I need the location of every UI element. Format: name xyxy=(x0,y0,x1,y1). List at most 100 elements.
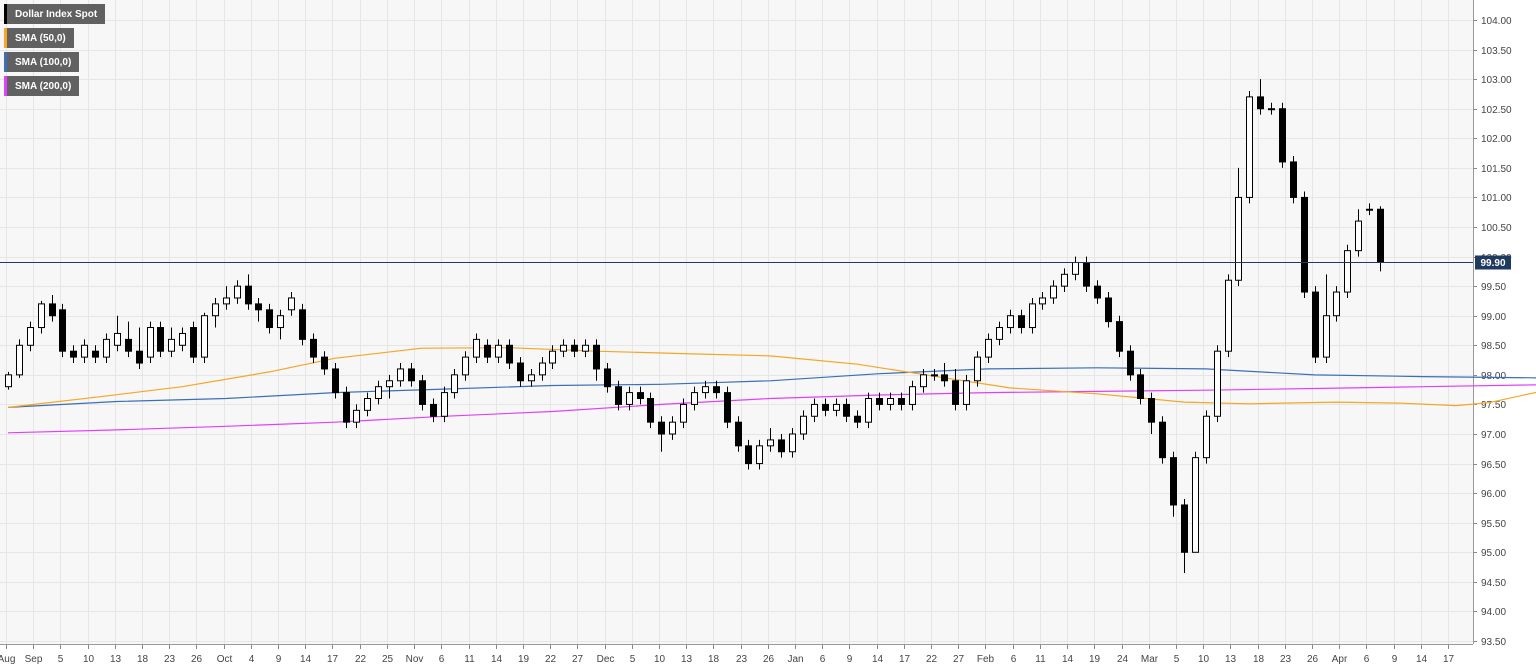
candle xyxy=(647,392,654,429)
candle-body xyxy=(691,392,698,405)
candle xyxy=(691,386,698,411)
candle-body xyxy=(1116,321,1123,352)
candle xyxy=(1181,499,1188,573)
candle-body xyxy=(1268,108,1275,111)
candle xyxy=(343,386,350,429)
candle xyxy=(560,339,567,358)
legend-item-sma-200[interactable]: SMA (200,0) xyxy=(4,76,80,96)
candle-body xyxy=(92,350,99,358)
candle-body xyxy=(473,338,480,358)
candle-body xyxy=(833,403,840,411)
x-tick-label: 9 xyxy=(276,654,282,665)
candle xyxy=(549,345,556,369)
x-tick-label: Aug xyxy=(0,654,15,665)
y-tick-label: 101.00 xyxy=(1481,193,1512,204)
candle-body xyxy=(506,344,513,364)
candle-body xyxy=(245,285,252,305)
candle xyxy=(1192,451,1199,553)
candle xyxy=(375,380,382,405)
x-tick-label: 10 xyxy=(83,654,95,665)
y-tick-label: 98.50 xyxy=(1481,341,1506,352)
candle-body xyxy=(974,356,981,382)
candle xyxy=(1127,345,1134,381)
candle-body xyxy=(1181,504,1188,553)
candle-body xyxy=(397,368,404,382)
candle xyxy=(321,351,328,375)
candle xyxy=(1312,286,1319,364)
candle xyxy=(1323,274,1330,364)
candle-body xyxy=(451,374,458,394)
candle-body xyxy=(255,303,262,311)
candle-body xyxy=(190,327,197,358)
candle xyxy=(1039,292,1046,310)
candle-body xyxy=(1159,421,1166,459)
candle xyxy=(1105,292,1112,328)
candle xyxy=(898,392,905,411)
candle-body xyxy=(5,374,12,388)
candle-body xyxy=(1279,108,1286,163)
candle xyxy=(234,280,241,304)
x-tick-label: 13 xyxy=(681,654,693,665)
x-tick-label: 10 xyxy=(1198,654,1210,665)
candle xyxy=(179,327,186,352)
candle-body xyxy=(1366,208,1373,211)
candle-body xyxy=(38,303,45,329)
candle xyxy=(299,303,306,346)
candle xyxy=(27,321,34,352)
x-tick-label: 17 xyxy=(899,654,911,665)
candle xyxy=(1377,206,1384,272)
candle xyxy=(931,368,938,381)
legend-item-sma-50[interactable]: SMA (50,0) xyxy=(4,28,74,48)
candle xyxy=(1225,274,1232,358)
x-tick-label: 14 xyxy=(491,654,503,665)
candle xyxy=(996,321,1003,346)
candle-body xyxy=(854,415,861,423)
candle xyxy=(310,333,317,364)
candle-body xyxy=(81,344,88,358)
candle-body xyxy=(745,445,752,465)
candle-body xyxy=(332,368,339,394)
candle xyxy=(756,439,763,470)
x-tick-label: 6 xyxy=(1364,654,1370,665)
candle xyxy=(1159,416,1166,464)
y-tick-label: 94.00 xyxy=(1481,607,1506,618)
candle xyxy=(397,363,404,387)
candle xyxy=(1137,368,1144,405)
candle xyxy=(876,392,883,411)
candle xyxy=(288,292,295,316)
candle xyxy=(1148,392,1155,434)
candle-body xyxy=(147,327,154,358)
candle xyxy=(441,386,448,423)
candle-body xyxy=(310,338,317,358)
candle-body xyxy=(277,315,284,329)
x-tick-label: 6 xyxy=(439,654,445,665)
legend-item-dollar-index[interactable]: Dollar Index Spot xyxy=(4,4,106,24)
candle-body xyxy=(27,327,34,346)
candle xyxy=(985,333,992,364)
candle-body xyxy=(593,344,600,370)
legend-item-sma-100[interactable]: SMA (100,0) xyxy=(4,52,80,72)
x-tick-label: 5 xyxy=(58,654,64,665)
y-tick-label: 98.00 xyxy=(1481,371,1506,382)
candle xyxy=(1246,90,1253,204)
x-tick-label: Mar xyxy=(1141,654,1159,665)
candle xyxy=(626,386,633,411)
candle-body xyxy=(16,344,23,376)
candle xyxy=(1170,451,1177,517)
x-tick-label: 23 xyxy=(1280,654,1292,665)
candle xyxy=(680,398,687,429)
candle xyxy=(506,339,513,369)
candle xyxy=(974,351,981,387)
last-price-tag xyxy=(1475,255,1511,270)
candle-body xyxy=(386,380,393,388)
candle xyxy=(571,339,578,358)
x-tick-label: Sep xyxy=(25,654,43,665)
candle-body xyxy=(604,368,611,388)
candle-body xyxy=(669,421,676,435)
candle-body xyxy=(1061,273,1068,287)
candle xyxy=(963,374,970,411)
x-tick-label: 14 xyxy=(1062,654,1074,665)
candle xyxy=(201,312,208,364)
candle xyxy=(212,297,219,328)
